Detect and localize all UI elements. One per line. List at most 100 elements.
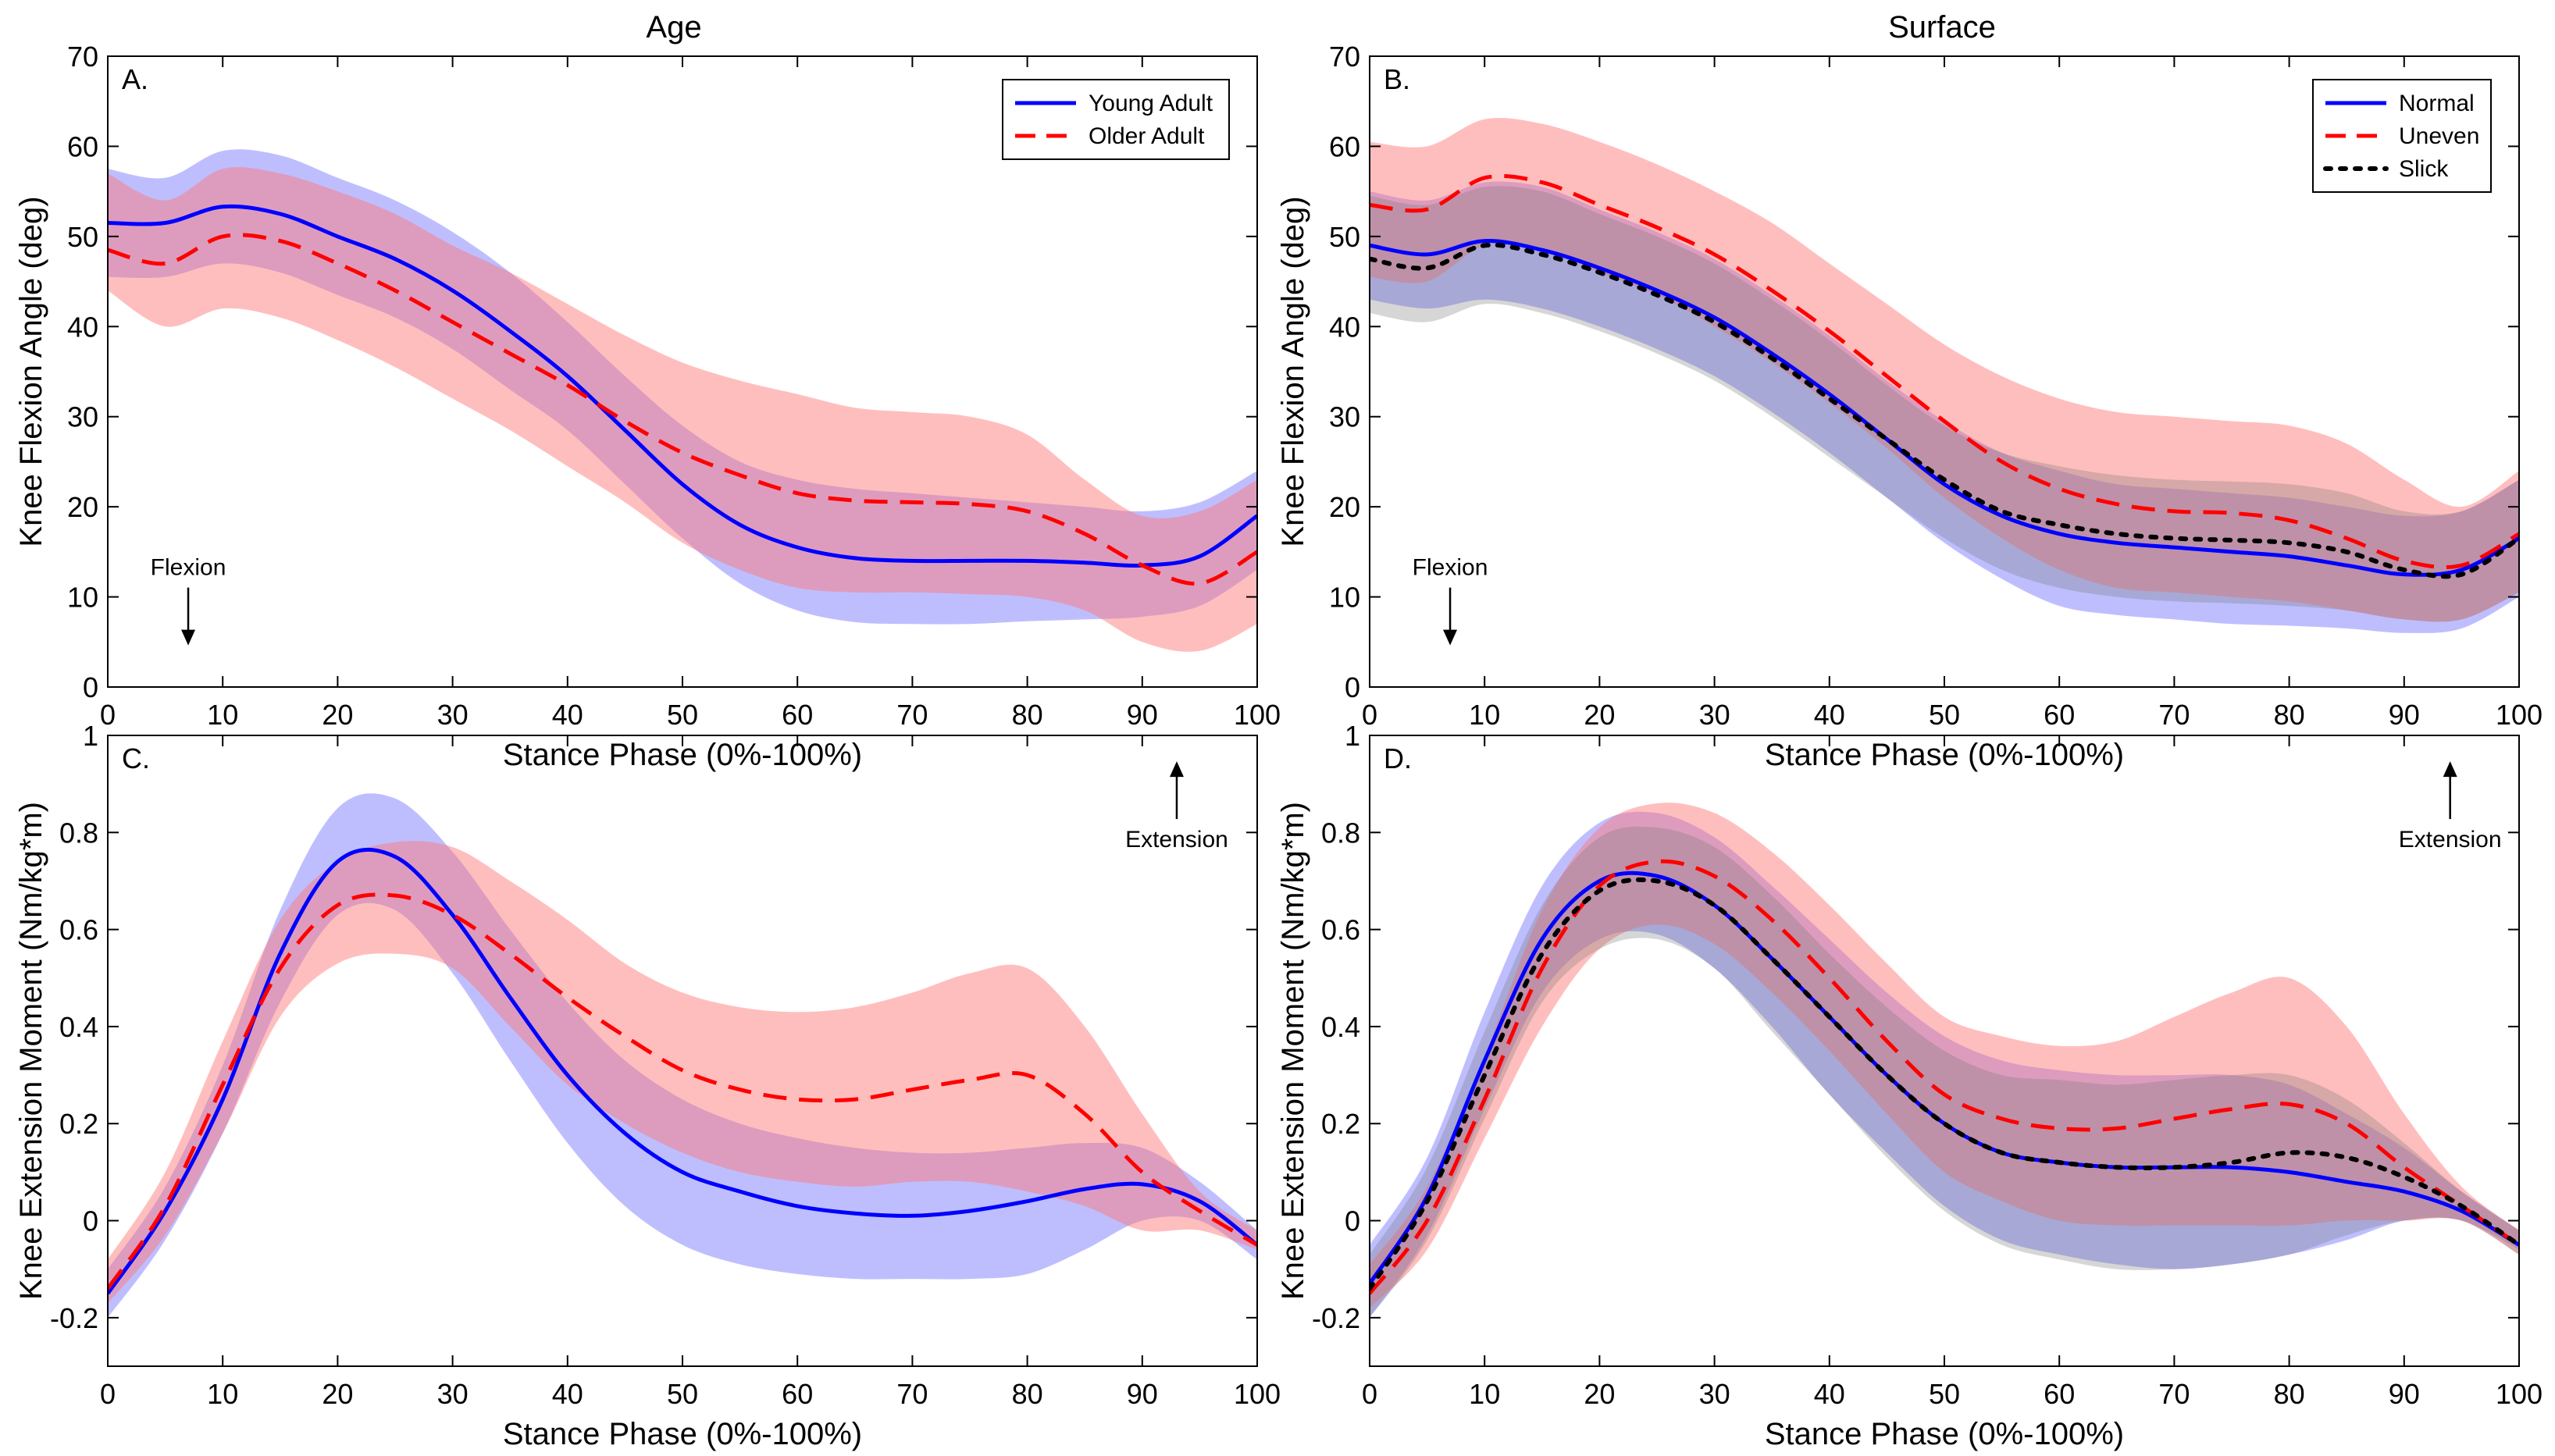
legend-label-b-2: Slick: [2399, 156, 2449, 182]
x-tick-label-d-2: 20: [1584, 1378, 1615, 1410]
sd-band-d-2: [1370, 826, 2519, 1318]
y-tick-label-d-3: 0.4: [1321, 1011, 1360, 1043]
y-tick-label-b-7: 70: [1329, 41, 1360, 73]
x-tick-label-b-0: 0: [1362, 699, 1377, 731]
legend-box-a: [1002, 79, 1230, 160]
y-tick-label-d-0: -0.2: [1312, 1302, 1360, 1334]
y-tick-label-c-6: 1: [83, 720, 98, 752]
x-tick-label-c-1: 10: [207, 1378, 238, 1410]
y-tick-label-c-4: 0.6: [59, 914, 98, 946]
x-tick-label-a-0: 0: [100, 699, 116, 731]
x-tick-label-b-1: 10: [1469, 699, 1500, 731]
annotation-arrow-head-c: [1169, 761, 1184, 778]
y-tick-label-a-4: 40: [67, 311, 98, 343]
y-tick-label-b-4: 40: [1329, 311, 1360, 343]
sd-band-d-1: [1370, 803, 2519, 1308]
x-tick-label-a-9: 90: [1127, 699, 1158, 731]
x-tick-label-c-7: 70: [896, 1378, 928, 1410]
series-line-c-0: [108, 847, 1257, 1295]
y-tick-label-c-5: 0.8: [59, 817, 98, 849]
x-tick-label-a-4: 40: [552, 699, 583, 731]
chart-panel-c: 0 10 20 30 40 50 60 70 80 90 100 -0.2 0 0.2 0.4 0.6 0.8 1…: [14, 720, 1281, 1451]
x-tick-label-d-0: 0: [1362, 1378, 1377, 1410]
y-tick-label-c-0: -0.2: [50, 1302, 98, 1334]
annotation-label-b: Flexion: [1413, 555, 1488, 581]
series-line-d-2: [1370, 877, 2519, 1291]
y-tick-label-b-1: 10: [1329, 582, 1360, 614]
sd-band-c-1: [108, 841, 1257, 1304]
x-tick-label-b-10: 100: [2496, 699, 2543, 731]
x-tick-label-a-3: 30: [437, 699, 469, 731]
x-tick-label-a-8: 80: [1012, 699, 1043, 731]
annotation-arrow-head-a: [181, 629, 196, 646]
x-tick-label-d-1: 10: [1469, 1378, 1500, 1410]
y-tick-label-a-7: 70: [67, 41, 98, 73]
x-tick-label-a-6: 60: [782, 699, 813, 731]
y-axis-label-a: Knee Flexion Angle (deg): [14, 196, 48, 546]
sd-band-a-1: [108, 167, 1257, 652]
y-axis-label-c: Knee Extension Moment (Nm/kg*m): [14, 802, 48, 1300]
y-tick-label-b-0: 0: [1345, 671, 1360, 703]
x-tick-label-c-2: 20: [322, 1378, 353, 1410]
x-tick-label-b-5: 50: [1929, 699, 1960, 731]
series-line-b-0: [1370, 239, 2519, 577]
series-line-c-1: [108, 892, 1257, 1290]
annotation-arrow-head-b: [1443, 629, 1458, 646]
series-line-b-1: [1370, 173, 2519, 570]
x-tick-label-d-8: 80: [2274, 1378, 2305, 1410]
x-tick-label-c-5: 50: [667, 1378, 698, 1410]
x-tick-label-a-1: 10: [207, 699, 238, 731]
y-tick-label-b-5: 50: [1329, 221, 1360, 253]
y-tick-label-a-2: 20: [67, 491, 98, 523]
panel-label-b: B.: [1384, 63, 1410, 95]
x-tick-label-d-10: 100: [2496, 1378, 2543, 1410]
y-axis-label-b: Knee Flexion Angle (deg): [1276, 196, 1310, 546]
chart-panel-a: 0 10 20 30 40 50 60 70 80 90 100010203040506070Sta…: [14, 41, 1281, 772]
x-axis-label-c: Stance Phase (0%-100%): [503, 1417, 862, 1451]
x-tick-label-b-7: 70: [2158, 699, 2190, 731]
annotation-label-c: Extension: [1125, 827, 1228, 853]
annotation-label-a: Flexion: [151, 555, 226, 581]
x-tick-label-a-10: 100: [1234, 699, 1281, 731]
chart-panel-b: 0 10 20 30 40 50 60 70 80 90 100010203040506070Sta…: [1276, 41, 2543, 772]
y-tick-label-a-6: 60: [67, 130, 98, 162]
annotation-arrow-head-d: [2443, 761, 2457, 778]
y-tick-label-c-3: 0.4: [59, 1011, 98, 1043]
x-tick-label-b-8: 80: [2274, 699, 2305, 731]
column-title-surface: Surface: [1888, 10, 1996, 44]
y-tick-label-d-6: 1: [1345, 720, 1360, 752]
panels: 0 10 20 30 40 50 60 70 80 90 100010203040506070Sta…: [14, 41, 2543, 1451]
legend-label-a-1: Older Adult: [1089, 123, 1205, 149]
x-tick-label-b-4: 40: [1814, 699, 1845, 731]
series-line-b-2: [1370, 242, 2519, 579]
x-tick-label-a-2: 20: [322, 699, 353, 731]
panel-label-c: C.: [122, 742, 150, 774]
annotation-label-d: Extension: [2399, 827, 2502, 853]
y-tick-label-b-3: 30: [1329, 401, 1360, 433]
y-tick-label-c-1: 0: [83, 1205, 98, 1237]
y-tick-label-b-2: 20: [1329, 491, 1360, 523]
x-tick-label-b-3: 30: [1699, 699, 1730, 731]
x-tick-label-b-9: 90: [2389, 699, 2420, 731]
legend-a: Young Adult Older Adult: [1002, 79, 1230, 160]
panel-label-d: D.: [1384, 742, 1412, 774]
x-tick-label-b-2: 20: [1584, 699, 1615, 731]
plot-area-c: [108, 793, 1257, 1318]
x-tick-label-c-3: 30: [437, 1378, 469, 1410]
y-tick-label-d-4: 0.6: [1321, 914, 1360, 946]
x-tick-label-d-4: 40: [1814, 1378, 1845, 1410]
series-line-d-1: [1370, 859, 2519, 1295]
panel-label-a: A.: [122, 63, 148, 95]
series-line-a-0: [108, 204, 1257, 568]
y-tick-label-a-0: 0: [83, 671, 98, 703]
series-line-a-1: [108, 233, 1257, 586]
y-tick-label-a-3: 30: [67, 401, 98, 433]
x-tick-label-c-0: 0: [100, 1378, 116, 1410]
x-tick-label-d-7: 70: [2158, 1378, 2190, 1410]
sd-band-d-0: [1370, 811, 2519, 1318]
x-tick-label-b-6: 60: [2044, 699, 2075, 731]
sd-band-a-0: [108, 149, 1257, 625]
y-tick-label-b-6: 60: [1329, 130, 1360, 162]
